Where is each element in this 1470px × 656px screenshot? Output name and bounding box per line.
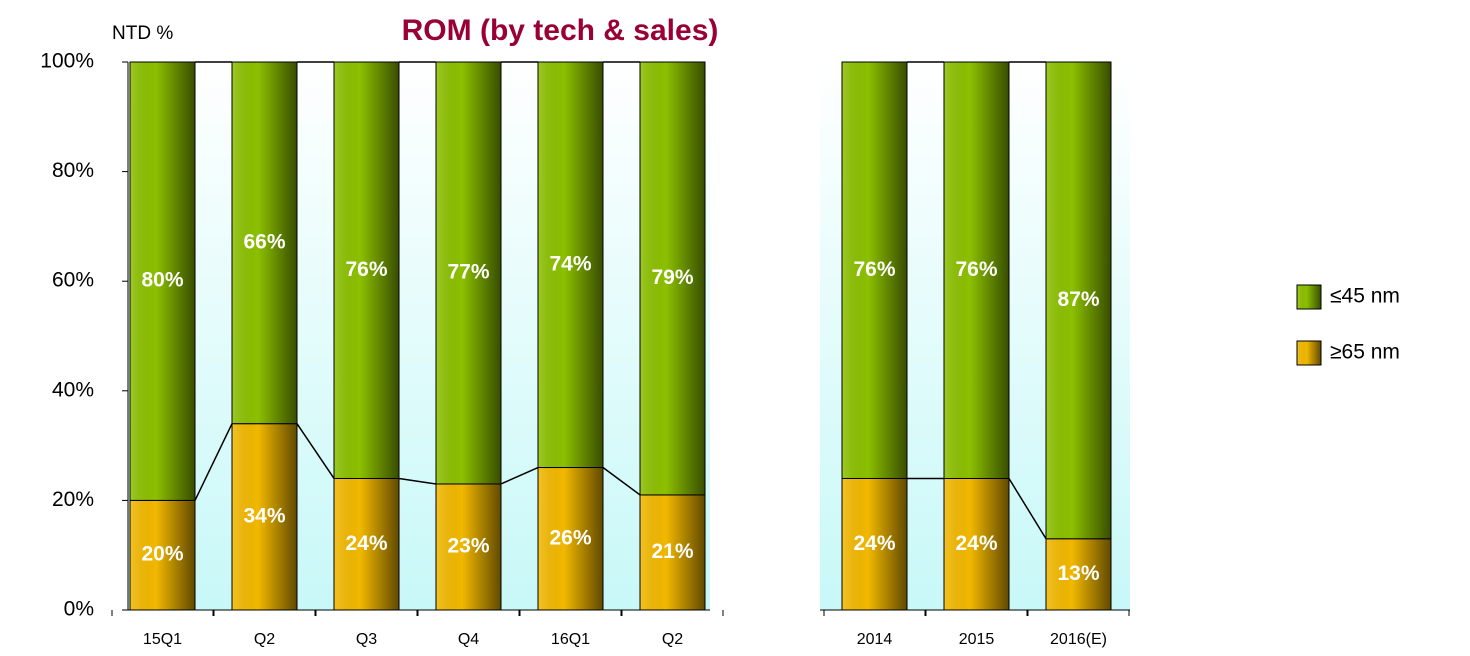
connector bbox=[194, 423, 233, 501]
bar-shade bbox=[435, 61, 502, 485]
x-tick-label: Q3 bbox=[356, 631, 377, 648]
x-tick-label: 2016(E) bbox=[1050, 631, 1107, 648]
value-label: 76% bbox=[345, 258, 387, 281]
legend-shade bbox=[1296, 284, 1322, 310]
legend-label: ≤45 nm bbox=[1330, 285, 1400, 308]
value-label: 34% bbox=[243, 504, 285, 527]
bar-shade bbox=[943, 61, 1010, 479]
chart-title: ROM (by tech & sales) bbox=[402, 14, 719, 47]
y-tick-label: 80% bbox=[52, 159, 94, 182]
plot-bg bbox=[128, 62, 710, 610]
x-tick-label: Q4 bbox=[458, 631, 479, 648]
bar-shade bbox=[129, 61, 196, 501]
value-label: 87% bbox=[1057, 288, 1099, 311]
x-tick-label: 16Q1 bbox=[551, 631, 590, 648]
value-label: 74% bbox=[549, 252, 591, 275]
bar-shade bbox=[1045, 61, 1112, 540]
y-tick-label: 100% bbox=[40, 50, 94, 73]
bar-shade bbox=[231, 423, 298, 611]
y-tick-label: 20% bbox=[52, 488, 94, 511]
value-label: 77% bbox=[447, 261, 489, 284]
bar-shade bbox=[841, 61, 908, 479]
x-tick-label: 2015 bbox=[959, 631, 995, 648]
x-tick-label: 15Q1 bbox=[143, 631, 182, 648]
connector bbox=[500, 466, 539, 485]
y-tick-label: 0% bbox=[64, 598, 94, 621]
value-label: 76% bbox=[955, 258, 997, 281]
value-label: 13% bbox=[1057, 562, 1099, 585]
value-label: 24% bbox=[955, 532, 997, 555]
connector bbox=[398, 477, 437, 485]
y-tick-label: 40% bbox=[52, 378, 94, 401]
value-label: 80% bbox=[141, 269, 183, 292]
value-label: 66% bbox=[243, 230, 285, 253]
bar-shade bbox=[639, 494, 706, 611]
value-label: 79% bbox=[651, 266, 693, 289]
bar-shade bbox=[333, 477, 400, 611]
connector bbox=[1008, 478, 1047, 540]
bar-shade bbox=[841, 477, 908, 611]
bar-shade bbox=[537, 467, 604, 611]
value-label: 23% bbox=[447, 535, 489, 558]
y-tick-label: 60% bbox=[52, 269, 94, 292]
connector bbox=[296, 423, 335, 479]
connector bbox=[602, 466, 641, 496]
bar-shade bbox=[1045, 538, 1112, 611]
x-tick-label: Q2 bbox=[254, 631, 275, 648]
bar-shade bbox=[129, 499, 196, 611]
bar-shade bbox=[639, 61, 706, 496]
y-axis-label: NTD % bbox=[112, 23, 173, 44]
bar-shade bbox=[231, 61, 298, 425]
bar-shade bbox=[537, 61, 604, 469]
value-label: 76% bbox=[853, 258, 895, 281]
x-tick-label: Q2 bbox=[662, 631, 683, 648]
legend-label: ≥65 nm bbox=[1330, 341, 1400, 364]
bar-shade bbox=[435, 483, 502, 611]
value-label: 24% bbox=[853, 532, 895, 555]
value-label: 20% bbox=[141, 543, 183, 566]
legend-shade bbox=[1296, 340, 1322, 366]
value-label: 26% bbox=[549, 526, 591, 549]
value-label: 21% bbox=[651, 540, 693, 563]
bar-shade bbox=[333, 61, 400, 479]
value-label: 24% bbox=[345, 532, 387, 555]
x-tick-label: 2014 bbox=[857, 631, 893, 648]
